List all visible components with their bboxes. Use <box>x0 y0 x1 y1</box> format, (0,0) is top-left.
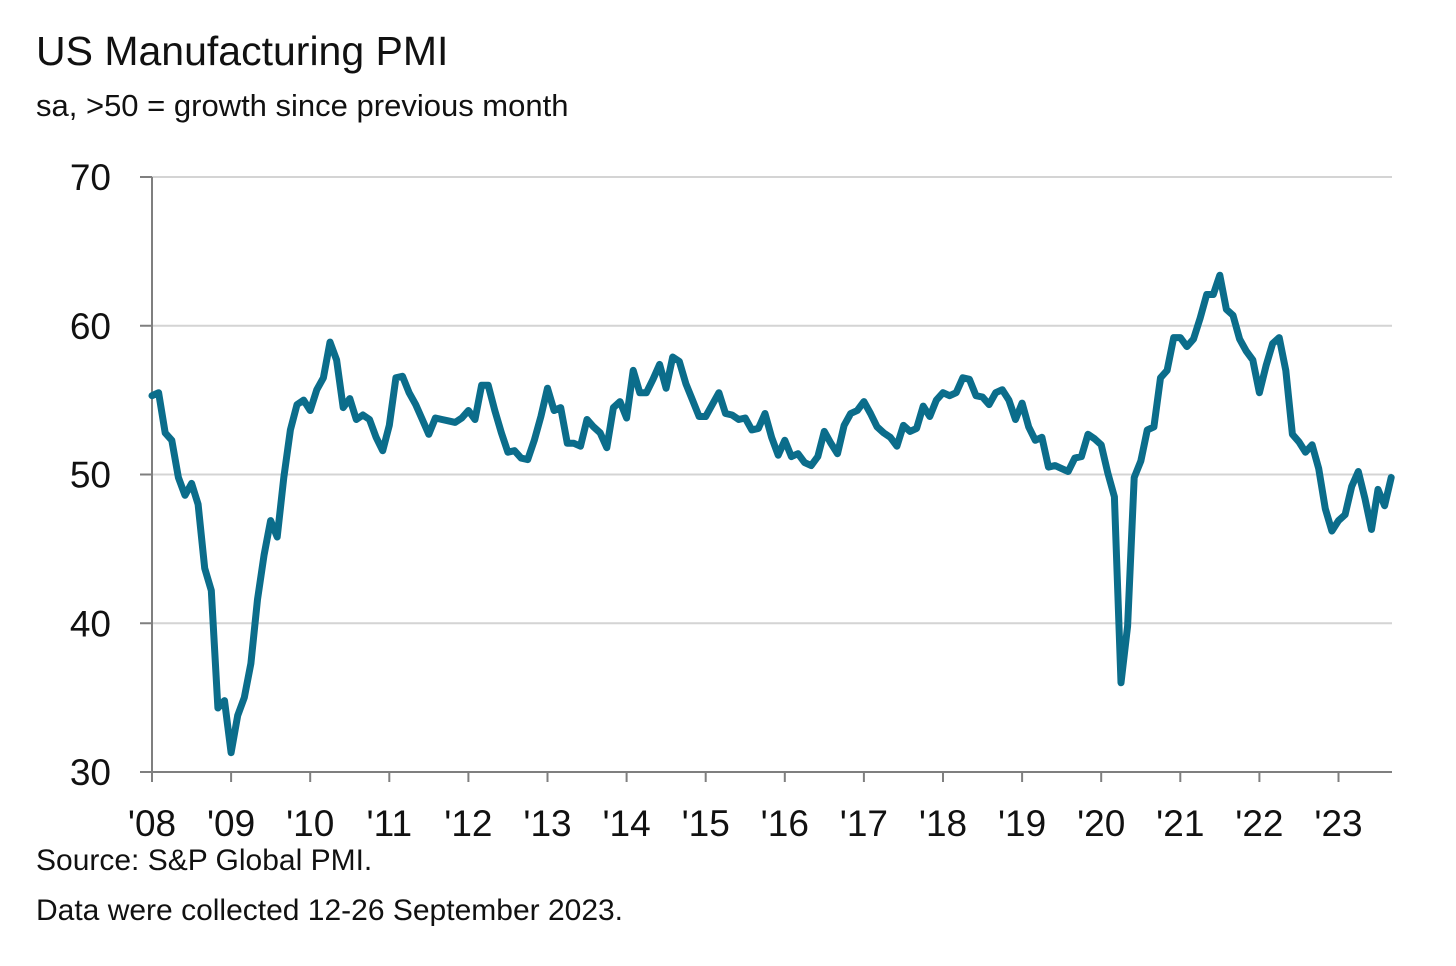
x-tick-label: '12 <box>444 803 492 844</box>
source-note: Source: S&P Global PMI. <box>36 844 373 877</box>
y-tick-label: 30 <box>70 752 111 793</box>
y-tick-label: 50 <box>70 455 111 496</box>
x-tick-label: '21 <box>1156 803 1204 844</box>
chart-subtitle: sa, >50 = growth since previous month <box>36 88 569 123</box>
x-tick-label: '13 <box>523 803 571 844</box>
x-tick-labels: '08 '09 '10 '11 '12 '13 '14 '15 '16 '17 '18 '19 '20 '… <box>128 803 1363 844</box>
series-lines <box>148 271 1395 757</box>
x-tick-label: '14 <box>602 803 650 844</box>
x-tick-label: '23 <box>1314 803 1362 844</box>
series-line-pmi <box>148 271 1395 757</box>
x-tick-label: '18 <box>919 803 967 844</box>
y-tick-label: 60 <box>70 306 111 347</box>
x-tick-label: '22 <box>1235 803 1283 844</box>
gridlines <box>152 176 1392 625</box>
y-tick-labels: 30 40 50 60 70 <box>70 157 111 793</box>
x-tick-label: '17 <box>840 803 888 844</box>
x-tick-label: '19 <box>998 803 1046 844</box>
x-tick-label: '20 <box>1077 803 1125 844</box>
y-tick-label: 70 <box>70 157 111 198</box>
x-tick-label: '15 <box>682 803 730 844</box>
x-tick-label: '09 <box>207 803 255 844</box>
x-tick-label: '10 <box>286 803 334 844</box>
y-tick-label: 40 <box>70 603 111 644</box>
chart-title: US Manufacturing PMI <box>36 28 449 74</box>
x-tick-label: '16 <box>761 803 809 844</box>
axes <box>140 176 1392 782</box>
collection-note: Data were collected 12-26 September 2023… <box>36 894 624 927</box>
x-tick-label: '08 <box>128 803 176 844</box>
x-tick-label: '11 <box>367 803 412 844</box>
